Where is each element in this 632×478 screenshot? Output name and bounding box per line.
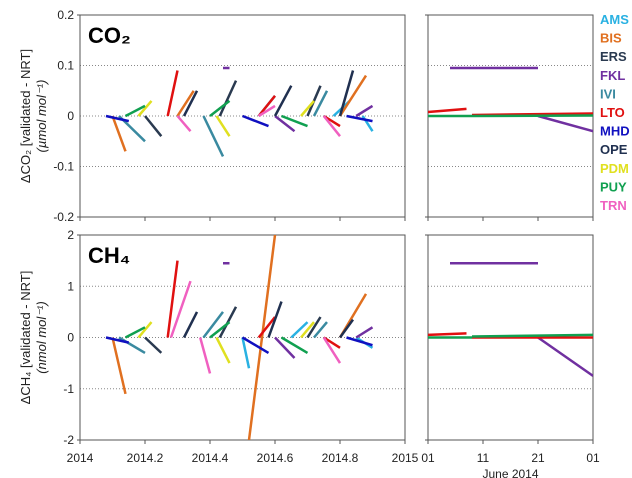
legend-entry: FKL bbox=[600, 68, 625, 83]
legend-entry: AMS bbox=[600, 12, 629, 27]
series-line bbox=[169, 280, 342, 374]
y-tick-label: -0.1 bbox=[53, 160, 74, 174]
series-line bbox=[118, 311, 328, 354]
plot-frame bbox=[79, 234, 406, 441]
y-axis-label: ΔCO₂ [validated - NRT] bbox=[18, 49, 33, 183]
plot-frame bbox=[79, 14, 406, 218]
y-tick-label: 0.2 bbox=[57, 8, 74, 22]
series-line bbox=[428, 332, 593, 339]
series-line bbox=[182, 70, 355, 117]
series-line bbox=[450, 261, 593, 377]
y-tick-label: 0.1 bbox=[57, 59, 74, 73]
legend-entry: PDM bbox=[600, 161, 629, 176]
series-line bbox=[450, 66, 593, 133]
series-line bbox=[124, 99, 308, 128]
series-line bbox=[111, 74, 368, 152]
legend-entry: PUY bbox=[600, 179, 627, 194]
x-axis-label: June 2014 bbox=[482, 467, 538, 478]
y-axis-unit: (µmol mol⁻¹) bbox=[34, 80, 49, 153]
series-line bbox=[428, 114, 593, 118]
y-tick-label: 0 bbox=[67, 331, 74, 345]
series-line bbox=[144, 80, 322, 137]
x-tick-label: 11 bbox=[477, 451, 490, 465]
x-tick-label: 2014.6 bbox=[257, 451, 294, 465]
x-tick-label: 21 bbox=[531, 451, 545, 465]
y-tick-label: 2 bbox=[67, 228, 74, 242]
x-tick-label: 2014.4 bbox=[192, 451, 229, 465]
series-line bbox=[428, 333, 593, 339]
series-line bbox=[124, 321, 309, 354]
series-line bbox=[137, 321, 315, 364]
legend-entry: LTO bbox=[600, 105, 625, 120]
y-tick-label: -1 bbox=[63, 382, 74, 396]
x-tick-label: 2014.8 bbox=[322, 451, 359, 465]
y-tick-label: -0.2 bbox=[53, 210, 74, 224]
legend-entry: OPE bbox=[600, 142, 628, 157]
legend-entry: ERS bbox=[600, 49, 627, 64]
series-line bbox=[166, 260, 341, 349]
panel-title: CH₄ bbox=[88, 243, 130, 268]
series-line bbox=[182, 301, 355, 339]
y-tick-label: -2 bbox=[63, 433, 74, 447]
panel-title: CO₂ bbox=[88, 23, 131, 48]
series-line bbox=[223, 261, 374, 359]
y-axis-label: ΔCH₄ [validated - NRT] bbox=[18, 271, 33, 405]
series-line bbox=[105, 114, 373, 128]
x-tick-label: 01 bbox=[586, 451, 600, 465]
legend-entry: TRN bbox=[600, 198, 627, 213]
x-tick-label: 01 bbox=[421, 451, 435, 465]
series-line bbox=[176, 104, 341, 137]
series-line bbox=[428, 107, 593, 117]
legend-entry: BIS bbox=[600, 31, 622, 46]
y-axis-unit: (nmol mol⁻¹) bbox=[34, 301, 49, 374]
x-tick-label: 2014 bbox=[67, 451, 94, 465]
series-line bbox=[137, 100, 315, 137]
y-tick-label: 1 bbox=[67, 279, 74, 293]
series-line bbox=[105, 336, 373, 354]
legend-entry: IVI bbox=[600, 86, 616, 101]
x-tick-label: 2014.2 bbox=[127, 451, 164, 465]
legend-entry: MHD bbox=[600, 124, 630, 139]
series-line bbox=[223, 66, 374, 133]
y-tick-label: 0 bbox=[67, 109, 74, 123]
x-tick-label: 2015 bbox=[392, 451, 419, 465]
